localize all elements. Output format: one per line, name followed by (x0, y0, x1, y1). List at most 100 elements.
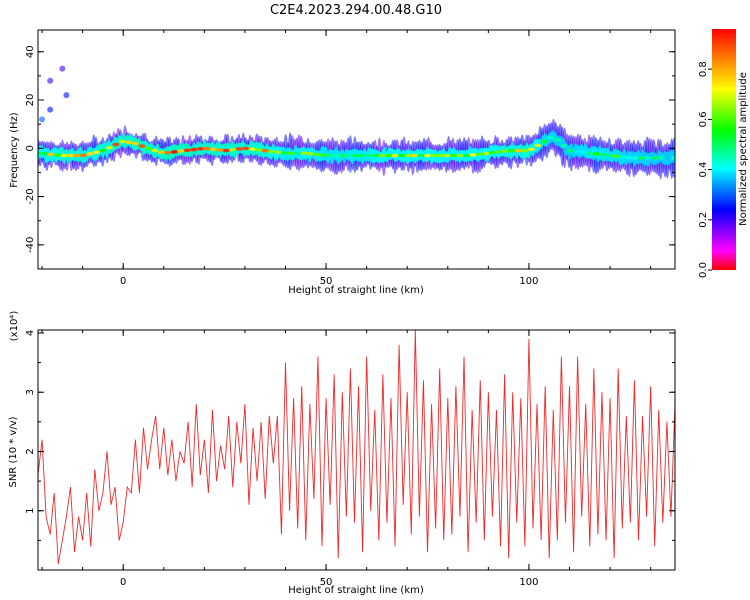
spectrogram-x-label: Height of straight line (km) (288, 285, 424, 296)
heatmap-core (501, 149, 509, 153)
heatmap-core (404, 153, 412, 158)
heatmap-core (320, 153, 328, 158)
heatmap-core (66, 153, 74, 158)
heatmap-core (326, 153, 334, 158)
heatmap-outlier (47, 106, 54, 113)
snr-y-scale-label: (x10⁴) (9, 311, 20, 342)
x-tick-label: 100 (519, 577, 538, 588)
heatmap-core (566, 149, 574, 153)
snr-axes: 0 50 100 1 2 3 4 (25, 330, 675, 588)
heatmap-core (625, 155, 633, 160)
y-tick-label: -20 (25, 188, 36, 204)
heatmap-core (138, 144, 146, 148)
y-tick-label: 1 (25, 508, 36, 514)
heatmap-core (53, 153, 61, 157)
heatmap-core (430, 153, 438, 158)
heatmap-core (378, 153, 386, 158)
colorbar-tick-label: 0.2 (698, 212, 709, 228)
heatmap-core (553, 138, 561, 142)
heatmap-core (131, 141, 139, 146)
heatmap-core (235, 147, 243, 151)
snr-series-line (38, 330, 675, 565)
heatmap-core (469, 153, 477, 157)
colorbar-tick-label: 0.6 (698, 111, 709, 127)
snr-x-label: Height of straight line (km) (288, 585, 424, 596)
heatmap-core (365, 153, 373, 158)
heatmap-core (164, 150, 172, 155)
heatmap-outlier (59, 65, 66, 72)
heatmap-core (79, 153, 87, 158)
heatmap-core (105, 145, 113, 150)
heatmap-core (92, 150, 100, 155)
spectrogram-y-label: Frequency (Hz) (9, 112, 20, 188)
y-tick-label: -40 (25, 237, 36, 253)
heatmap-core (631, 156, 639, 160)
x-tick-label: 100 (519, 276, 538, 287)
heatmap-core (573, 149, 581, 154)
heatmap-core (177, 149, 185, 153)
snr-frame (37, 329, 676, 571)
heatmap-core (547, 135, 555, 140)
x-tick-label: 50 (320, 276, 333, 287)
spectrogram-axes: 0 50 100 -40 -20 0 20 40 (25, 30, 675, 287)
heatmap-core (222, 148, 230, 153)
heatmap-core (411, 153, 419, 158)
heatmap-core (391, 153, 399, 158)
heatmap-core (40, 151, 48, 156)
heatmap-core (346, 153, 354, 158)
heatmap-core (287, 151, 295, 155)
heatmap-core (475, 152, 483, 156)
heatmap-core (281, 151, 289, 155)
heatmap-core (196, 146, 204, 151)
heatmap-core (508, 148, 516, 153)
x-tick-label: 0 (120, 276, 126, 287)
heatmap-core (540, 139, 548, 144)
heatmap-core (664, 156, 672, 160)
heatmap-core (482, 151, 490, 156)
colorbar-axes: 0.0 0.2 0.4 0.6 0.8 (698, 61, 712, 278)
heatmap-core (449, 153, 457, 158)
heatmap-core (514, 148, 522, 153)
heatmap-core (339, 153, 347, 158)
figure-title: C2E4.2023.294.00.48.G10 (270, 3, 442, 18)
heatmap-core (534, 143, 542, 148)
heatmap-core (60, 153, 68, 158)
heatmap-core (352, 153, 360, 158)
heatmap-core (612, 154, 620, 159)
heatmap-core (209, 147, 217, 152)
y-tick-label: 0 (25, 145, 36, 151)
heatmap-core (436, 153, 444, 158)
heatmap-core (203, 146, 211, 151)
heatmap-core (86, 151, 94, 156)
heatmap-core (190, 147, 198, 152)
heatmap-core (521, 148, 529, 153)
heatmap-core (99, 148, 107, 153)
heatmap-core (183, 148, 191, 153)
heatmap-core (592, 152, 600, 156)
heatmap-core (261, 148, 269, 153)
y-tick-label: 4 (25, 330, 36, 336)
colorbar-gradient (712, 29, 736, 270)
heatmap-core (644, 156, 652, 160)
x-tick-label: 0 (120, 577, 126, 588)
heatmap-core (294, 151, 302, 155)
heatmap-core (144, 146, 152, 151)
colorbar-tick-label: 0.8 (698, 61, 709, 77)
heatmap-core (125, 140, 133, 144)
heatmap-core (417, 153, 425, 158)
heatmap-core (268, 149, 276, 154)
heatmap-core (216, 148, 224, 152)
heatmap-core (670, 156, 675, 160)
heatmap-core (359, 153, 367, 158)
heatmap-core (274, 150, 282, 155)
heatmap-core (157, 150, 165, 155)
heatmap-core (443, 153, 451, 158)
heatmap-core (242, 146, 250, 151)
heatmap-core (456, 153, 464, 158)
heatmap-core (586, 151, 594, 155)
y-tick-label: 20 (25, 94, 36, 107)
y-tick-label: 3 (25, 389, 36, 395)
snr-y-label: SNR (10 * v/v) (8, 416, 19, 487)
